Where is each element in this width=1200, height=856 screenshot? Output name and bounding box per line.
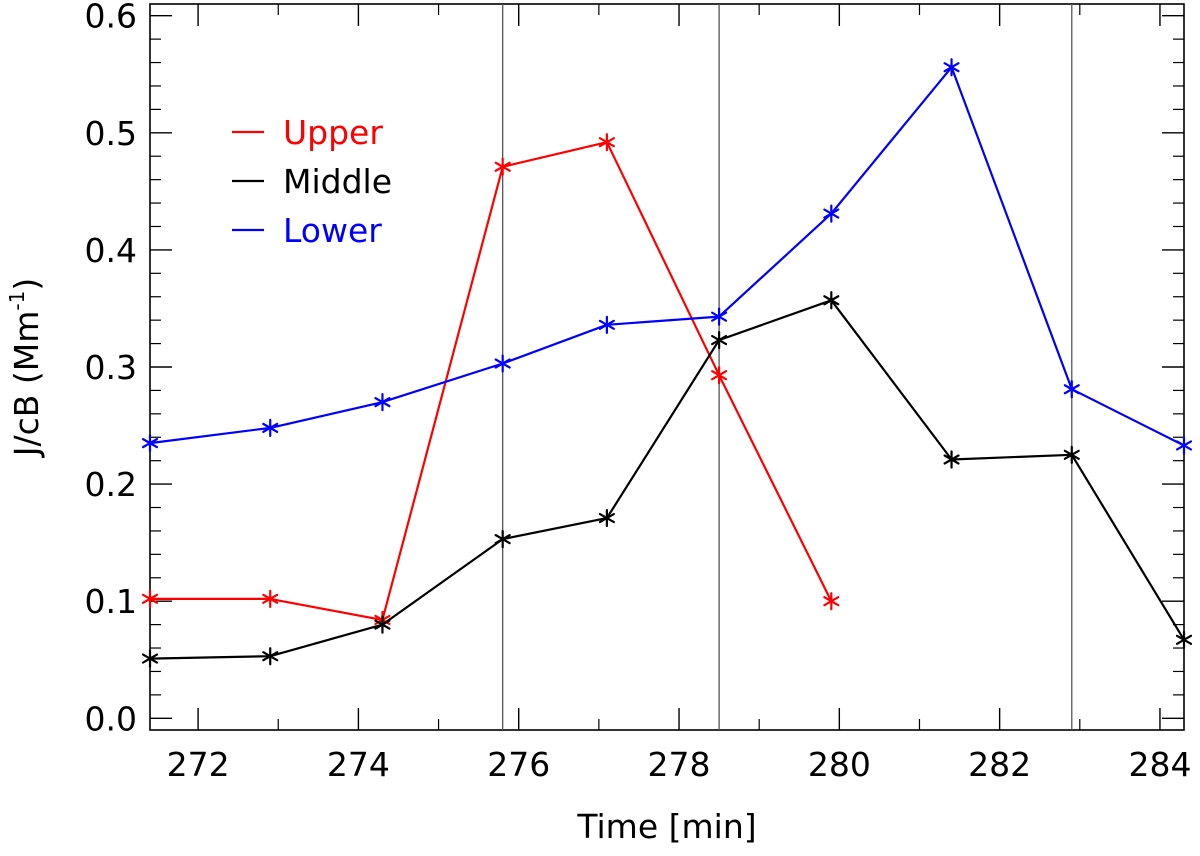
asterisk-stroke xyxy=(1175,440,1193,451)
x-tick-label: 278 xyxy=(648,745,711,784)
asterisk-stroke xyxy=(598,319,615,330)
data-point-lower xyxy=(598,315,615,334)
data-point-middle xyxy=(1175,630,1193,649)
series-layer xyxy=(141,58,1193,668)
y-axis-title-main: J/cB (Mm xyxy=(7,311,46,459)
data-point-lower xyxy=(1175,436,1193,455)
data-point-lower xyxy=(141,434,159,453)
asterisk-stroke xyxy=(711,311,728,322)
series-upper xyxy=(141,133,840,630)
data-point-lower xyxy=(374,393,391,412)
asterisk-stroke xyxy=(598,137,615,148)
data-point-upper xyxy=(598,133,615,152)
x-tick-label: 274 xyxy=(327,745,390,784)
x-tick-label: 276 xyxy=(487,745,550,784)
data-point-middle xyxy=(711,330,728,350)
data-point-middle xyxy=(494,530,511,549)
asterisk-stroke xyxy=(262,651,279,662)
asterisk-stroke xyxy=(1175,634,1193,645)
data-point-middle xyxy=(1063,445,1080,464)
data-point-upper xyxy=(262,589,279,608)
x-tick-label: 280 xyxy=(808,745,871,784)
data-point-lower xyxy=(711,307,728,326)
asterisk-stroke xyxy=(711,370,728,381)
asterisk-stroke xyxy=(598,512,615,524)
y-tick-label: 0.3 xyxy=(85,348,137,387)
x-tick-label: 282 xyxy=(968,745,1031,784)
asterisk-stroke xyxy=(823,295,840,306)
reference-lines xyxy=(502,4,1073,730)
y-axis-title-exponent: -1 xyxy=(5,291,29,311)
y-tick-label: 0.2 xyxy=(85,465,137,504)
data-point-middle xyxy=(141,649,159,668)
data-point-middle xyxy=(823,291,840,310)
asterisk-stroke xyxy=(711,334,728,346)
x-tick-label: 272 xyxy=(167,745,230,784)
series-line-middle xyxy=(149,299,1185,660)
data-point-upper xyxy=(711,366,728,385)
axis-ticks: 272 274 276 278 280 282 284 0.0 0.1 0.2 0.3 0.4 0.5 0… xyxy=(85,0,1192,784)
y-axis-title-close: ) xyxy=(7,278,46,291)
asterisk-stroke xyxy=(374,397,391,408)
series-lower xyxy=(141,58,1193,455)
asterisk-stroke xyxy=(374,619,391,630)
data-point-lower xyxy=(1063,380,1080,399)
y-tick-label: 0.0 xyxy=(85,699,137,738)
asterisk-stroke xyxy=(943,62,960,73)
legend-label-middle: Middle xyxy=(283,162,392,201)
asterisk-stroke xyxy=(262,422,279,433)
data-point-upper xyxy=(141,589,159,608)
asterisk-stroke xyxy=(141,438,159,449)
asterisk-stroke xyxy=(494,161,511,172)
asterisk-stroke xyxy=(141,593,159,604)
data-point-middle xyxy=(598,508,615,528)
x-axis-title: Time [min] xyxy=(576,807,756,846)
asterisk-stroke xyxy=(943,454,960,465)
asterisk-stroke xyxy=(141,653,159,664)
data-point-lower xyxy=(494,354,511,373)
data-point-upper xyxy=(823,592,840,611)
series-middle xyxy=(141,291,1193,668)
legend-label-upper: Upper xyxy=(283,113,383,152)
asterisk-stroke xyxy=(1063,449,1080,460)
data-point-middle xyxy=(943,450,960,469)
data-point-lower xyxy=(943,58,960,77)
legend-label-lower: Lower xyxy=(283,211,382,250)
asterisk-stroke xyxy=(262,593,279,604)
y-tick-label: 0.1 xyxy=(85,582,137,621)
asterisk-stroke xyxy=(823,596,840,607)
data-point-lower xyxy=(823,204,840,223)
asterisk-stroke xyxy=(494,358,511,369)
y-tick-label: 0.5 xyxy=(85,114,137,153)
data-point-lower xyxy=(262,418,279,437)
y-tick-label: 0.4 xyxy=(85,231,137,270)
x-tick-label: 284 xyxy=(1128,745,1191,784)
asterisk-stroke xyxy=(1063,384,1080,395)
y-axis-title: J/cB (Mm-1) xyxy=(5,278,46,458)
y-tick-label: 0.6 xyxy=(85,0,137,36)
data-point-middle xyxy=(374,615,391,634)
data-point-upper xyxy=(494,157,511,176)
data-point-middle xyxy=(262,647,279,666)
series-line-lower xyxy=(149,66,1185,447)
legend: Upper Middle Lower xyxy=(232,113,392,250)
asterisk-stroke xyxy=(494,534,511,545)
asterisk-stroke xyxy=(823,208,840,219)
